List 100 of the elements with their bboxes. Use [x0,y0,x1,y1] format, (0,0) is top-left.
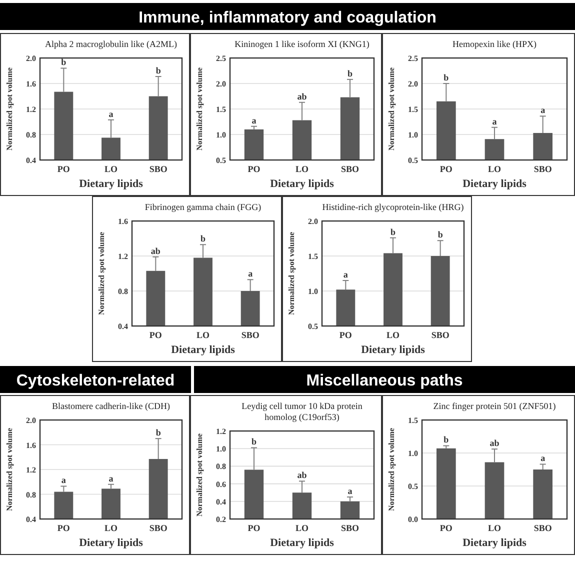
annotation: a [108,108,114,119]
x-axis-title: Dietary lipids [462,178,528,190]
annotation: a [61,475,66,486]
annotation: ab [297,91,307,102]
annotation: b [156,65,161,76]
annotation: a [252,115,257,126]
chart-title: Blastomere cadherin-like (CDH) [52,401,170,411]
x-axis-title: Dietary lipids [79,537,144,549]
x-tick-label: LO [104,164,118,174]
annotation: a [540,105,546,116]
y-axis-title: Normalized spot volume [387,67,396,151]
y-axis-title: Normalized spot volume [97,232,106,316]
annotation: ab [490,438,500,448]
y-tick-label: 2.0 [216,80,226,88]
y-tick-label: 1.6 [26,440,36,450]
x-tick-label: SBO [340,523,360,533]
y-tick-label: 0.8 [26,130,36,140]
y-tick-label: 1.5 [308,252,318,261]
x-axis-title: Dietary lipids [171,344,236,356]
chart-title: Histidine-rich glycoprotein-like (HRG) [322,202,464,212]
chart-title: Fibrinogen gamma chain (FGG) [144,202,262,212]
y-tick-label: 1.5 [216,105,226,114]
chart-title: Zinc finger protein 501 (ZNF501) [433,401,556,411]
y-tick-label: 0.5 [308,322,318,331]
x-tick-label: SBO [241,330,260,340]
x-tick-label: SBO [149,164,168,174]
annotation: b [251,436,257,447]
x-tick-label: LO [295,164,309,174]
annotation: b [438,230,443,240]
text: Immune, inflammatory and coagulation [138,10,436,26]
chart-title: Kininogen 1 like isoform XI (KNG1) [234,39,370,49]
annotation: b [390,226,396,237]
x-axis-title: Dietary lipids [79,178,144,190]
x-axis-title: Dietary lipids [462,537,528,549]
x-tick-label: PO [149,330,162,340]
y-tick-label: 0.2 [216,515,226,524]
annotation: b [444,434,449,445]
y-tick-label: 1.2 [216,427,226,436]
annotation: a [540,453,546,464]
x-axis-title: Dietary lipids [270,537,335,549]
y-tick-label: 0.0 [408,515,418,524]
y-tick-label: 1.2 [26,466,36,474]
chart-title: Hemopexin like (HPX) [452,39,536,49]
x-tick-label: PO [248,523,260,533]
text: Miscellaneous paths [306,372,463,390]
x-tick-label: LO [488,523,502,533]
y-tick-label: 0.5 [408,482,418,491]
annotation: a [348,486,353,496]
y-tick-label: 2.0 [26,54,36,63]
y-axis-title: Normalized spot volume [5,67,14,151]
x-tick-label: SBO [149,523,168,533]
x-tick-label: SBO [534,164,552,174]
y-tick-label: 0.4 [216,497,226,506]
y-axis-title: Normalized spot volume [5,428,14,512]
y-tick-label: 0.4 [26,515,36,524]
y-tick-label: 1.0 [308,287,318,296]
y-tick-label: 1.6 [26,80,36,88]
x-tick-label: PO [440,523,452,533]
y-tick-label: 1.2 [118,252,128,261]
y-tick-label: 0.8 [216,462,226,472]
y-tick-label: 1.0 [408,130,418,140]
x-tick-label: PO [440,164,452,174]
text: Cytoskeleton-related [16,372,175,390]
y-tick-label: 0.4 [26,156,36,165]
y-tick-label: 0.5 [408,156,418,165]
x-tick-label: SBO [431,330,450,340]
y-axis-title: Normalized spot volume [387,428,396,512]
annotation: ab [150,246,160,256]
y-tick-label: 1.5 [408,105,418,114]
y-tick-label: 2.0 [308,217,318,226]
x-tick-label: LO [386,330,400,340]
y-tick-label: 1.5 [408,416,418,425]
annotation: ab [297,470,307,480]
x-tick-label: PO [248,164,260,174]
y-tick-label: 2.5 [216,54,226,63]
y-tick-label: 2.0 [408,80,418,88]
annotation: b [347,68,353,78]
y-tick-label: 1.2 [26,105,36,114]
x-tick-label: PO [57,523,70,533]
x-tick-label: SBO [534,523,552,533]
x-tick-label: PO [57,164,70,174]
x-tick-label: LO [488,164,502,174]
y-tick-label: 1.6 [118,217,128,226]
y-axis-title: Normalized spot volume [287,232,296,316]
y-tick-label: 1.0 [216,444,226,454]
annotation: a [248,268,254,279]
chart-title: Alpha 2 macroglobulin like (A2ML) [45,39,177,49]
annotation: b [156,428,161,438]
x-tick-label: LO [196,330,210,340]
x-tick-label: LO [104,523,118,533]
y-axis-title: Normalized spot volume [195,67,204,151]
y-tick-label: 1.0 [216,130,226,140]
y-tick-label: 0.8 [118,287,128,296]
annotation: b [61,57,66,68]
y-tick-label: 0.6 [216,480,226,489]
y-tick-label: 2.5 [408,54,418,63]
y-axis-title: Normalized spot volume [195,433,204,517]
annotation: a [492,116,498,126]
y-tick-label: 1.0 [408,449,418,458]
y-tick-label: 0.5 [216,156,226,165]
